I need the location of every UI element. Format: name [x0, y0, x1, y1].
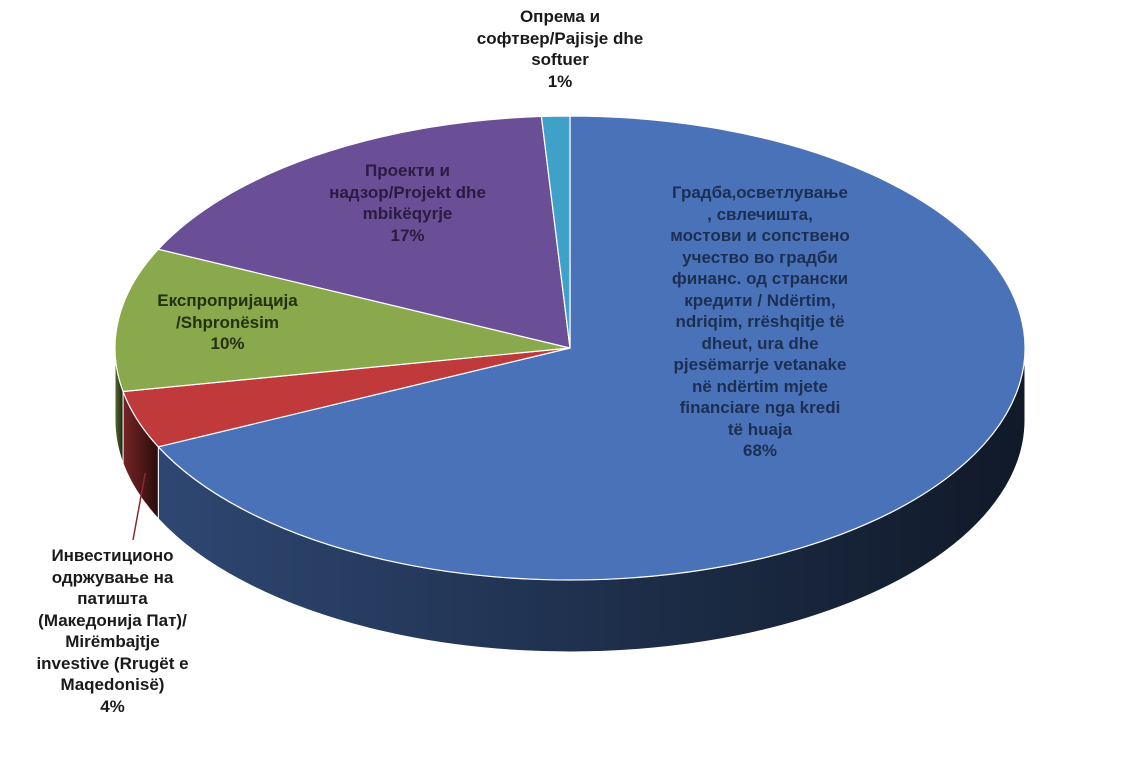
pie-top-faces: [114, 115, 1026, 581]
pie-slice-projects: [157, 115, 571, 349]
slice-label-projects: Проекти и надзор/Projekt dhe mbikëqyrje …: [290, 160, 525, 246]
slice-percent-maintenance: 4%: [100, 696, 125, 716]
slice-percent-projects: 17%: [390, 225, 425, 245]
leader-line-maintenance: [132, 472, 147, 541]
slice-label-construction: Градба,осветлување , свлечишта, мостови …: [590, 182, 930, 462]
pie-slice-construction: [157, 115, 1026, 581]
pie-slice-expropriation: [114, 248, 571, 393]
slice-percent-equipment: 1%: [547, 71, 573, 91]
slice-percent-construction: 68%: [742, 441, 778, 460]
pie-slice-equipment: [540, 115, 571, 349]
slice-label-maintenance: Инвестиционо одржување на патишта (Макед…: [0, 545, 225, 717]
slice-percent-expropriation: 10%: [210, 334, 245, 353]
slice-label-expropriation: Експропријација /Shpronësim 10%: [120, 290, 335, 355]
slice-label-equipment: Опрема и софтвер/Pajisje dhe softuer 1%: [440, 6, 680, 92]
